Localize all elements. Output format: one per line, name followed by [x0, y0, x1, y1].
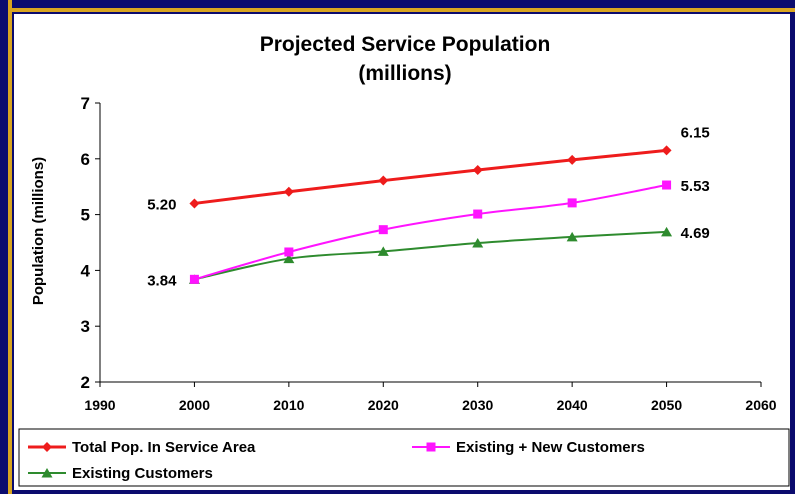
x-tick-label: 2050	[651, 397, 682, 413]
data-point	[566, 231, 578, 242]
data-label: 4.69	[681, 225, 710, 242]
plot-series	[188, 145, 673, 284]
legend-label: Total Pop. In Service Area	[72, 439, 256, 456]
x-tick-label: 2030	[462, 397, 493, 413]
line-chart: Projected Service Population (millions) …	[18, 33, 790, 487]
data-label: 6.15	[681, 124, 710, 141]
data-point	[283, 186, 294, 197]
legend-item: Existing Customers	[28, 465, 213, 482]
legend-item: Total Pop. In Service Area	[28, 439, 256, 456]
data-point	[661, 145, 672, 156]
x-tick-label: 2040	[557, 397, 588, 413]
data-point	[283, 253, 295, 264]
x-tick-label: 2060	[745, 397, 776, 413]
data-label: 3.84	[147, 272, 177, 289]
x-tick-label: 2020	[368, 397, 399, 413]
data-point	[567, 154, 578, 165]
data-point	[378, 175, 389, 186]
legend-swatch-marker	[42, 442, 52, 452]
data-point	[661, 226, 673, 237]
legend-swatch-marker	[41, 468, 53, 478]
x-tick-label: 2010	[273, 397, 304, 413]
data-point	[378, 225, 388, 235]
legend-swatch-marker	[426, 442, 436, 452]
data-point	[284, 247, 294, 257]
y-tick-label: 7	[81, 94, 90, 113]
y-tick-label: 4	[81, 261, 91, 280]
x-tick-label: 1990	[84, 397, 115, 413]
data-point	[189, 198, 200, 209]
legend-label: Existing Customers	[72, 465, 213, 482]
axes: 2 3 4 5 6 7 1990 2000 2010 2020 2030 2040 2050 2060	[81, 94, 777, 413]
data-point	[377, 246, 389, 256]
series-line	[194, 148, 667, 205]
data-point	[473, 209, 483, 219]
chart-panel: Projected Service Population (millions) …	[14, 14, 790, 490]
data-point	[472, 164, 483, 175]
chart-subtitle: (millions)	[358, 62, 451, 85]
data-annotations: 5.20 3.84 6.15 5.53 4.69	[147, 124, 710, 289]
y-tick-label: 2	[81, 373, 90, 392]
data-point	[189, 274, 199, 284]
chart-title: Projected Service Population	[260, 33, 551, 56]
data-point	[472, 238, 484, 248]
legend-label: Existing + New Customers	[456, 439, 645, 456]
data-point	[662, 180, 672, 190]
series-line	[194, 230, 667, 281]
legend: Total Pop. In Service Area Existing + New…	[18, 428, 790, 487]
y-tick-label: 3	[81, 317, 90, 336]
legend-box	[18, 428, 790, 487]
legend-item: Existing + New Customers	[412, 439, 645, 456]
y-axis-label: Population (millions)	[30, 157, 47, 305]
y-tick-label: 5	[81, 206, 90, 225]
data-point	[567, 198, 577, 208]
series-line	[194, 184, 667, 281]
data-label: 5.53	[681, 178, 710, 195]
frame-accent-left	[8, 0, 12, 494]
data-label: 5.20	[147, 196, 176, 213]
y-tick-label: 6	[81, 150, 90, 169]
x-tick-label: 2000	[179, 397, 210, 413]
frame-accent-top	[8, 8, 795, 12]
